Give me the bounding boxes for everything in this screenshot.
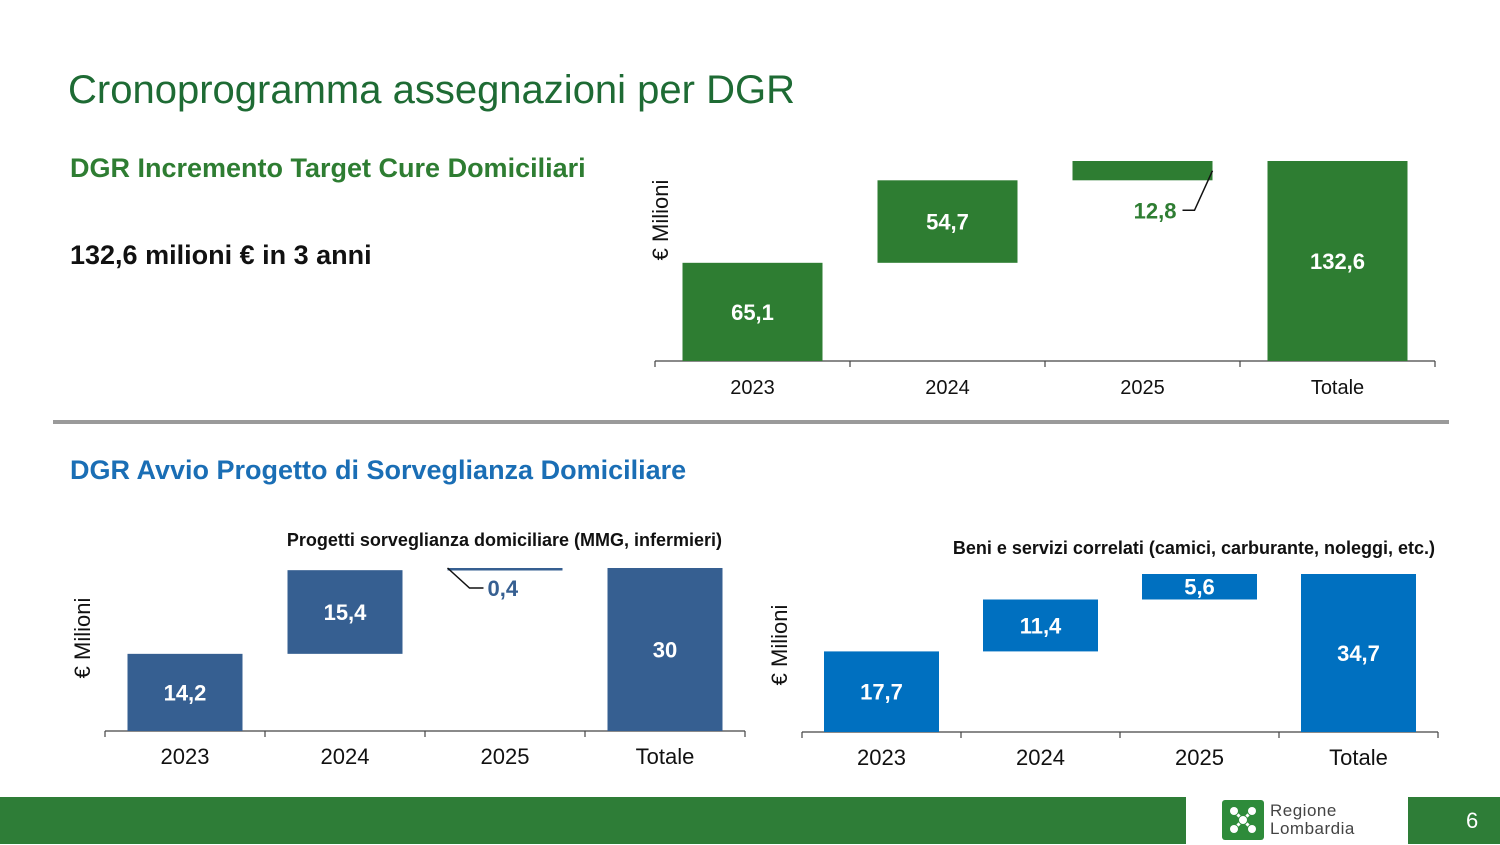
leader-line: [446, 567, 484, 589]
data-label: 12,8: [1134, 198, 1177, 223]
page-number: 6: [1466, 808, 1479, 833]
data-label: 34,7: [1337, 641, 1380, 666]
leader-line: [1182, 170, 1214, 212]
section-title-cure-domiciliari: DGR Incremento Target Cure Domiciliari: [70, 153, 586, 183]
y-axis-label: € Milioni: [767, 605, 792, 686]
data-label: 54,7: [926, 210, 969, 235]
bar-2023: [682, 262, 823, 361]
x-tick-label: 2024: [1016, 745, 1065, 770]
bar-2025: [1072, 161, 1213, 181]
data-label: 0,4: [488, 576, 519, 601]
x-tick-label: Totale: [1329, 745, 1388, 770]
data-label: 14,2: [164, 680, 207, 705]
x-tick-label: 2025: [481, 744, 530, 769]
bar-2024: [287, 570, 403, 654]
y-axis-label: € Milioni: [648, 180, 673, 261]
bar-2023: [824, 651, 939, 732]
x-tick-label: Totale: [1311, 377, 1364, 399]
slide-title: Cronoprogramma assegnazioni per DGR: [68, 68, 795, 112]
data-label: 15,4: [324, 600, 368, 625]
section-summary-note: 132,6 milioni € in 3 anni: [70, 240, 372, 270]
bar-2023: [127, 653, 243, 731]
waterfall-chart-cure-domiciliari: € Milioni 2023 65,1 2024 54,7 2025 12,8 Totale 1…: [648, 161, 1436, 399]
logo-text: Regione Lombardia: [1270, 802, 1355, 838]
section-divider: [53, 420, 1449, 424]
x-tick-label: 2025: [1175, 745, 1224, 770]
data-label: 11,4: [1020, 613, 1062, 638]
bar-totale: [1301, 574, 1416, 732]
bar-2024: [983, 599, 1098, 652]
data-label: 30: [653, 638, 677, 663]
bar-totale: [607, 568, 723, 731]
x-tick-label: 2024: [925, 377, 970, 399]
bar-2025: [447, 568, 563, 571]
x-tick-label: 2025: [1120, 377, 1165, 399]
data-label: 5,6: [1184, 575, 1215, 600]
section-title-sorveglianza: DGR Avvio Progetto di Sorveglianza Domic…: [70, 455, 687, 485]
bar-2025: [1142, 574, 1257, 600]
waterfall-chart-beni-servizi: € Milioni 2023 17,7 2024 11,4 2025 5,6 Totale 34…: [767, 574, 1439, 770]
bar-2024: [877, 180, 1018, 263]
data-label: 132,6: [1310, 249, 1365, 274]
y-axis-label: € Milioni: [70, 598, 95, 679]
regione-lombardia-logo-icon: [1222, 800, 1264, 840]
data-label: 65,1: [731, 300, 774, 325]
x-tick-label: 2023: [730, 377, 775, 399]
chart-title-progetti: Progetti sorveglianza domiciliare (MMG, …: [286, 530, 722, 550]
x-tick-label: Totale: [636, 744, 695, 769]
x-tick-label: 2023: [161, 744, 210, 769]
x-tick-label: 2024: [321, 744, 370, 769]
x-tick-label: 2023: [857, 745, 906, 770]
logo-line-1: Regione: [1270, 801, 1337, 820]
data-label: 17,7: [860, 680, 903, 705]
chart-title-beni-servizi: Beni e servizi correlati (camici, carbur…: [952, 538, 1435, 558]
bar-totale: [1267, 161, 1408, 361]
logo-line-2: Lombardia: [1270, 819, 1355, 838]
waterfall-chart-progetti: € Milioni 2023 14,2 2024 15,4 2025 0,4 Totale 30: [70, 567, 746, 769]
